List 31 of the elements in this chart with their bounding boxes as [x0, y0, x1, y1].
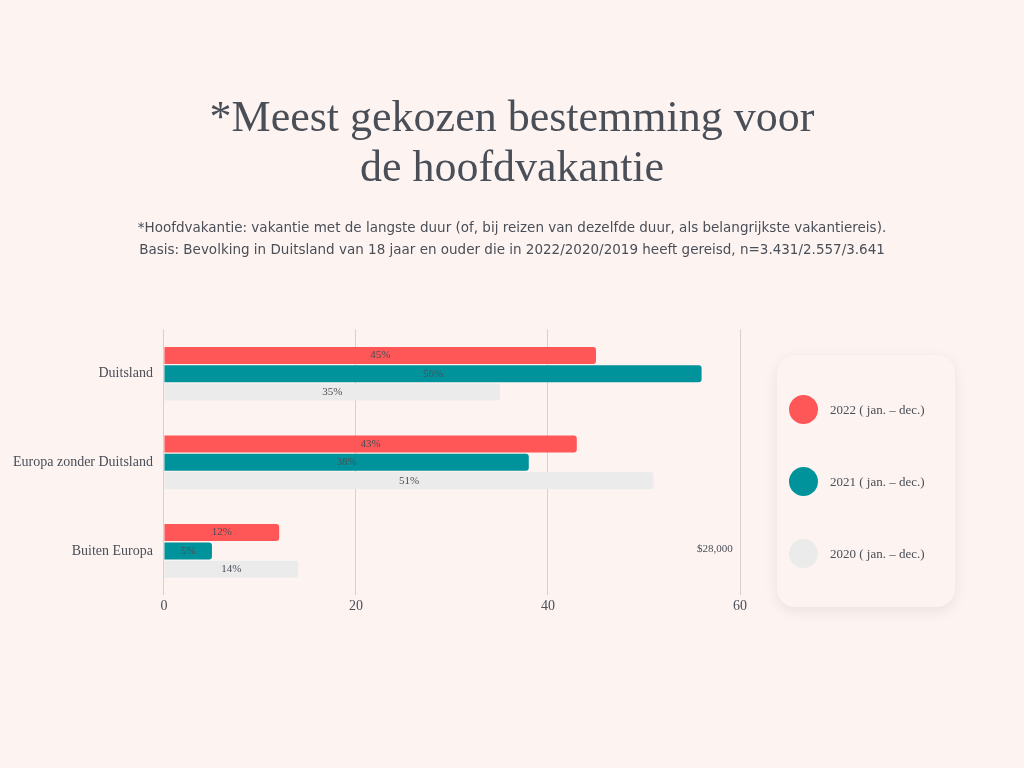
data-label: 51% — [398, 473, 420, 486]
bar — [164, 560, 299, 578]
bar — [164, 435, 577, 453]
bar — [164, 524, 280, 542]
x-tick-label: 20 — [348, 598, 363, 614]
bar — [164, 453, 529, 471]
x-tick-label: 40 — [540, 598, 555, 614]
y-tick-label: Duitsland — [98, 365, 153, 381]
legend-label: 2020 ( jan. – dec.) — [830, 545, 925, 562]
data-label: 45% — [370, 348, 391, 361]
bar — [164, 365, 702, 383]
y-tick-label: Buiten Europa — [71, 542, 154, 558]
data-label: 43% — [360, 436, 381, 449]
data-label: 56% — [422, 366, 444, 379]
data-label: 14% — [221, 562, 242, 575]
legend-label: 2022 ( jan. – dec.) — [830, 401, 925, 418]
data-label: 12% — [211, 525, 232, 538]
legend-label: 2021 ( jan. – dec.) — [830, 473, 925, 490]
data-label: 5% — [180, 543, 196, 556]
data-label: 35% — [322, 384, 343, 397]
x-tick-label: 60 — [733, 598, 747, 614]
chart-title: *Meest gekozen bestemming voor de hoofdvakantie — [208, 92, 816, 192]
annotation: $28,000 — [697, 542, 733, 554]
chart-subtitle: *Hoofdvakantie: vakantie met de langste duur (of, bij reizen van dezelfde duur, als belangrijkste vakantiereis). Basis: Bevolking in Duitsland van 18 jaar en ouder die in 2022/2020/2019 heeft gereisd, n=3.431/2.557/3.641 — [136, 218, 888, 259]
data-label: 38% — [336, 455, 357, 468]
y-tick-label: Europa zonder Duitsland — [12, 453, 153, 469]
x-tick-label: 0 — [160, 598, 168, 614]
bar — [164, 346, 596, 364]
bar — [164, 472, 654, 490]
bar — [164, 542, 212, 560]
bar — [164, 383, 500, 401]
